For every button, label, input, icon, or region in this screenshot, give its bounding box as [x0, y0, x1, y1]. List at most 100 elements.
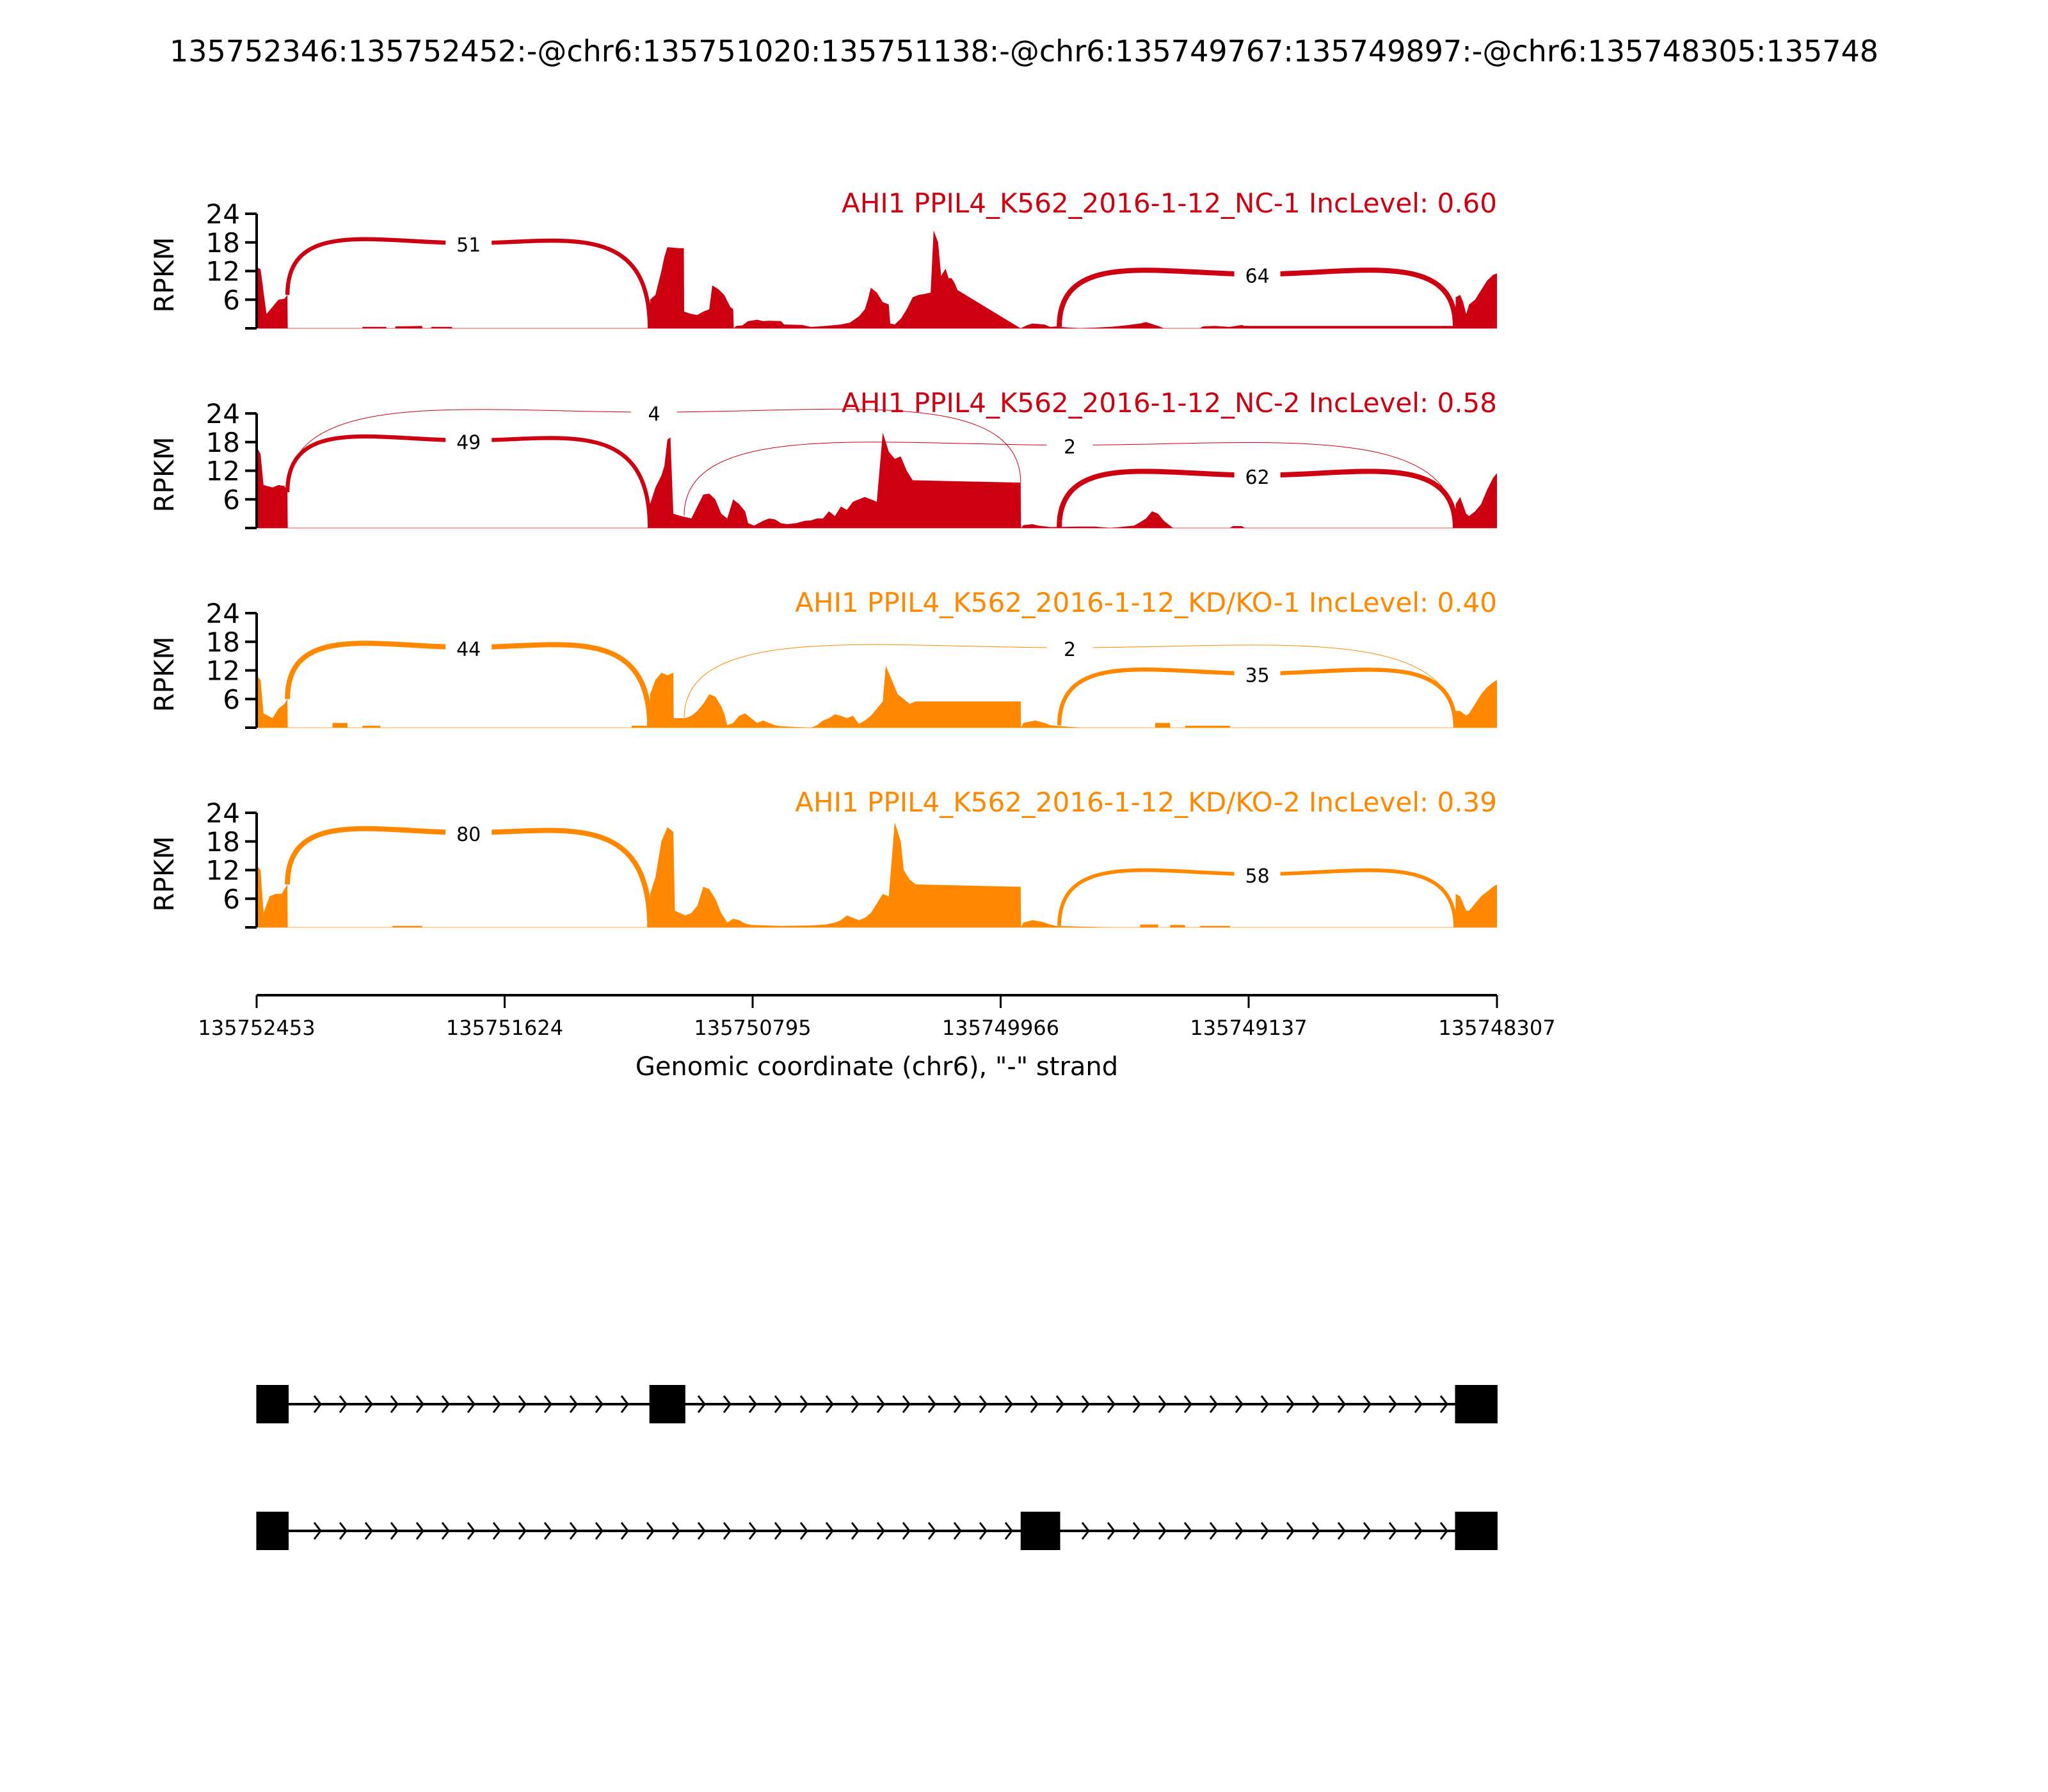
strand-arrow-icon: [1439, 1395, 1448, 1413]
strand-arrow-icon: [953, 1522, 962, 1540]
strand-arrow-icon: [1388, 1395, 1397, 1413]
y-tick-label: 6: [223, 684, 240, 715]
strand-arrow-icon: [1439, 1522, 1448, 1540]
gene-isoform: [256, 1512, 1498, 1550]
strand-arrow-icon: [569, 1522, 578, 1540]
strand-arrow-icon: [851, 1395, 860, 1413]
strand-arrow-icon: [569, 1395, 578, 1413]
strand-arrow-icon: [518, 1395, 527, 1413]
junction-label-bg: [1046, 432, 1093, 458]
strand-arrow-icon: [1158, 1395, 1167, 1413]
x-tick-label: 135749137: [1190, 1016, 1307, 1040]
junction-count-label: 4: [648, 403, 660, 426]
strand-arrow-icon: [1235, 1522, 1244, 1540]
junction-count-label: 64: [1245, 266, 1269, 288]
strand-arrow-icon: [620, 1522, 629, 1540]
x-tick-label: 135748307: [1438, 1016, 1555, 1040]
strand-arrow-icon: [927, 1395, 936, 1413]
strand-arrow-icon: [595, 1522, 604, 1540]
strand-arrow-icon: [979, 1395, 988, 1413]
strand-arrow-icon: [1081, 1395, 1090, 1413]
strand-arrow-icon: [1286, 1522, 1295, 1540]
strand-arrow-icon: [1337, 1395, 1346, 1413]
strand-arrow-icon: [415, 1395, 424, 1413]
strand-arrow-icon: [467, 1522, 476, 1540]
y-tick-label: 12: [206, 855, 240, 886]
y-axis-label: RPKM: [148, 436, 180, 512]
junction-count-label: 2: [1064, 436, 1076, 459]
exon-block: [256, 1512, 289, 1550]
strand-arrow-icon: [1260, 1522, 1269, 1540]
y-tick-label: 24: [206, 198, 240, 230]
strand-arrow-icon: [1055, 1395, 1064, 1413]
y-tick-label: 18: [206, 627, 240, 658]
panel-title: AHI1 PPIL4_K562_2016-1-12_KD/KO-2 IncLev…: [795, 787, 1497, 818]
coverage-area: [257, 230, 1497, 328]
strand-arrow-icon: [1363, 1395, 1372, 1413]
x-axis-label: Genomic coordinate (chr6), "-" strand: [636, 1052, 1118, 1082]
strand-arrow-icon: [902, 1395, 911, 1413]
strand-arrow-icon: [1209, 1522, 1218, 1540]
strand-arrow-icon: [492, 1522, 501, 1540]
strand-arrow-icon: [339, 1522, 348, 1540]
y-tick-label: 12: [206, 655, 240, 687]
junction-label-bg: [1234, 462, 1281, 488]
chart-title: 135752346:135752452:-@chr6:135751020:135…: [170, 34, 1878, 68]
junction-count-label: 2: [1064, 639, 1076, 661]
strand-arrow-icon: [723, 1395, 732, 1413]
exon-block: [256, 1385, 289, 1423]
x-tick-label: 135749966: [942, 1016, 1059, 1040]
strand-arrow-icon: [748, 1522, 757, 1540]
junction-label-bg: [445, 820, 492, 846]
strand-arrow-icon: [1004, 1395, 1013, 1413]
strand-arrow-icon: [390, 1395, 399, 1413]
junction-label-bg: [1234, 261, 1281, 287]
y-tick-label: 24: [206, 398, 240, 429]
strand-arrow-icon: [1414, 1522, 1423, 1540]
strand-arrow-icon: [902, 1522, 911, 1540]
y-tick-label: 6: [223, 484, 240, 515]
x-tick-label: 135750795: [694, 1016, 811, 1040]
panel-title: AHI1 PPIL4_K562_2016-1-12_NC-2 IncLevel:…: [842, 387, 1497, 419]
strand-arrow-icon: [595, 1395, 604, 1413]
strand-arrow-icon: [441, 1395, 450, 1413]
strand-arrow-icon: [543, 1395, 552, 1413]
strand-arrow-icon: [671, 1522, 680, 1540]
strand-arrow-icon: [1132, 1395, 1141, 1413]
exon-block: [649, 1385, 685, 1423]
junction-count-label: 44: [456, 639, 481, 661]
junction-count-label: 35: [1245, 665, 1269, 687]
strand-arrow-icon: [364, 1522, 373, 1540]
strand-arrow-icon: [1183, 1522, 1192, 1540]
y-tick-label: 12: [206, 256, 240, 287]
strand-arrow-icon: [441, 1522, 450, 1540]
junction-label-bg: [445, 634, 492, 660]
strand-arrow-icon: [774, 1522, 783, 1540]
junction-label-bg: [445, 428, 492, 454]
junction-label-bg: [630, 399, 677, 426]
junction-count-label: 80: [456, 824, 481, 846]
x-tick-label: 135752453: [198, 1016, 315, 1040]
strand-arrow-icon: [723, 1522, 732, 1540]
strand-arrow-icon: [620, 1395, 629, 1413]
strand-arrow-icon: [876, 1522, 885, 1540]
coverage-area: [257, 432, 1497, 528]
strand-arrow-icon: [1363, 1522, 1372, 1540]
x-axis: 135752453 135751624 135750795 135749966 1357…: [198, 994, 1556, 1040]
y-tick-label: 18: [206, 227, 240, 259]
strand-arrow-icon: [518, 1522, 527, 1540]
strand-arrow-icon: [953, 1395, 962, 1413]
y-tick-label: 12: [206, 456, 240, 487]
strand-arrow-icon: [697, 1522, 706, 1540]
strand-arrow-icon: [748, 1395, 757, 1413]
y-axis-label: RPKM: [148, 237, 180, 312]
strand-arrow-icon: [1311, 1522, 1320, 1540]
strand-arrow-icon: [1107, 1395, 1116, 1413]
strand-arrow-icon: [1132, 1522, 1141, 1540]
strand-arrow-icon: [1004, 1522, 1013, 1540]
strand-arrow-icon: [799, 1395, 808, 1413]
strand-arrow-icon: [774, 1395, 783, 1413]
strand-arrow-icon: [1107, 1522, 1116, 1540]
